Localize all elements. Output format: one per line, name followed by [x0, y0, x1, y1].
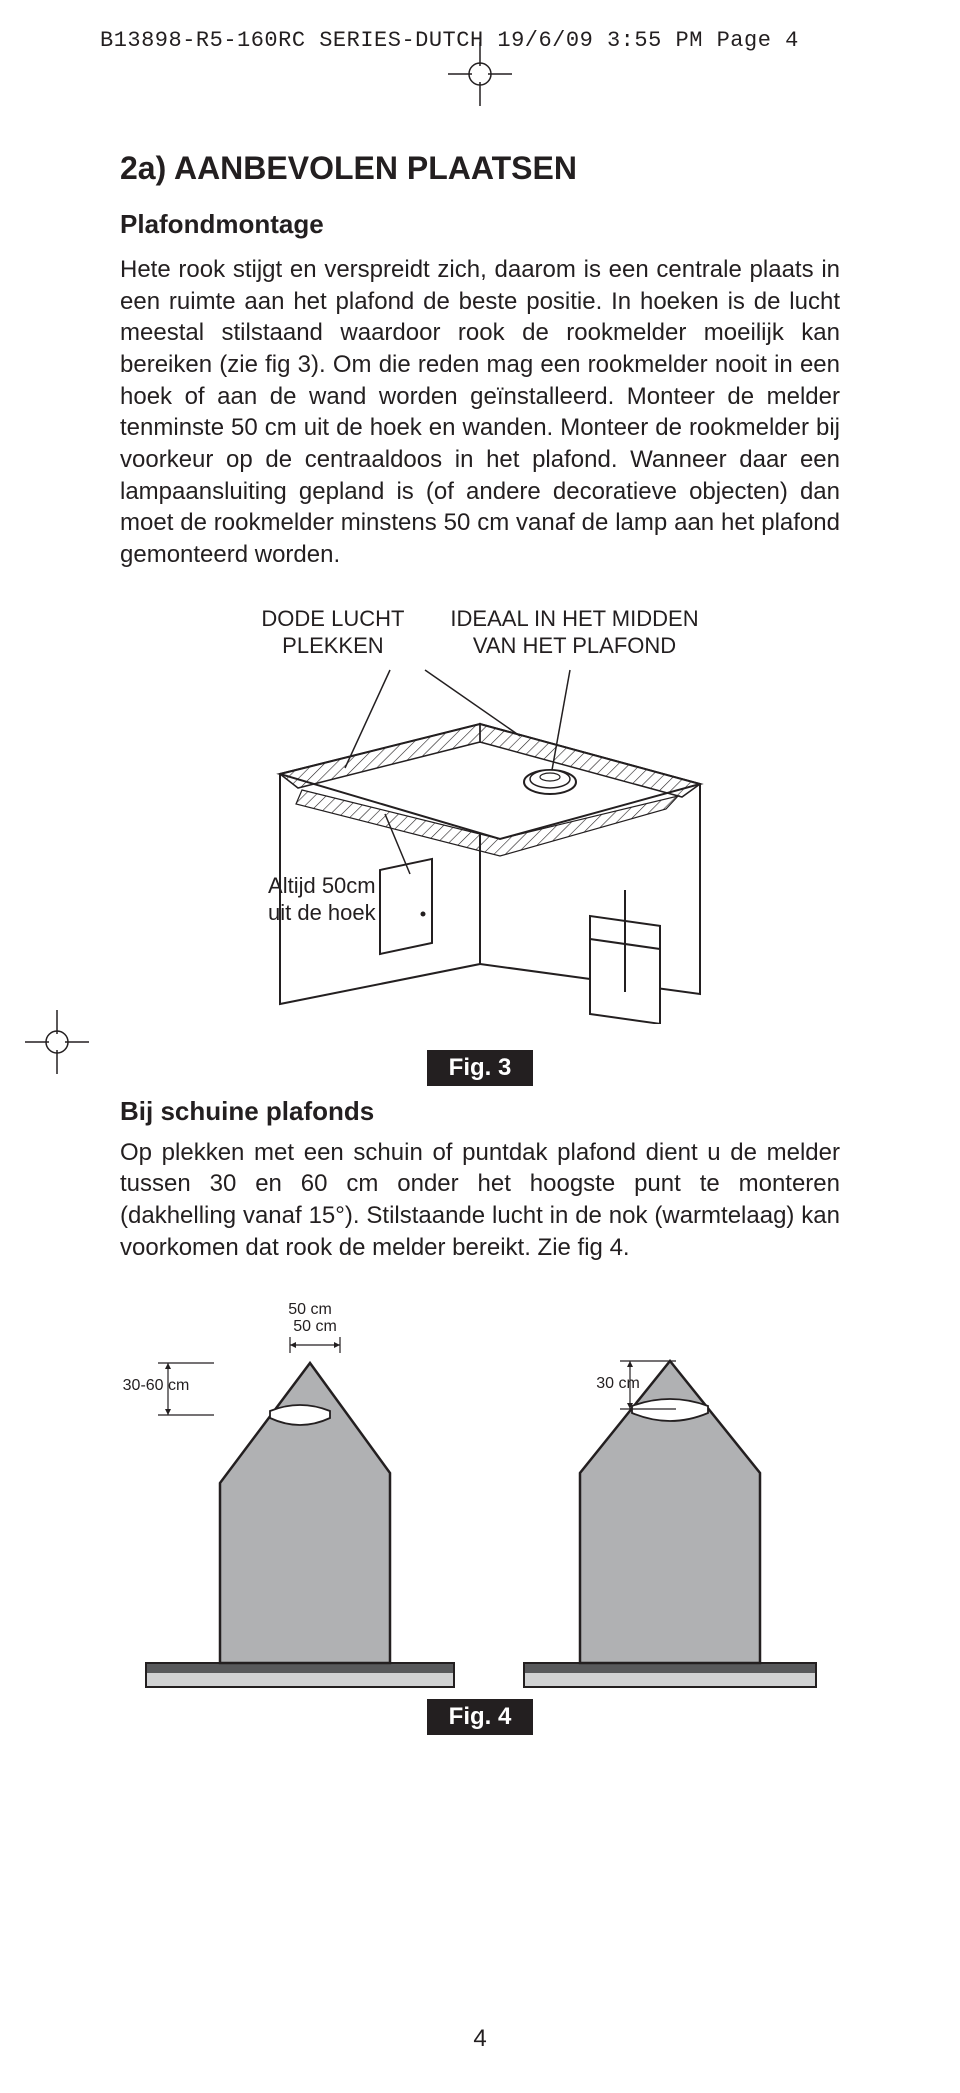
svg-text:50 cm: 50 cm	[293, 1318, 337, 1335]
section-subtitle: Plafondmontage	[120, 209, 840, 240]
fig3-label-50cm-l1: Altijd 50cm	[268, 873, 376, 898]
page-content: 2a) AANBEVOLEN PLAATSEN Plafondmontage H…	[120, 150, 840, 1745]
fig4-dim-right: 30 cm	[588, 1375, 648, 1393]
fig3-label-dead-air-l2: PLEKKEN	[282, 633, 384, 658]
paragraph-1: Hete rook stijgt en verspreidt zich, daa…	[120, 254, 840, 571]
fig3-diagram: Altijd 50cm uit de hoek	[120, 664, 840, 1024]
subtitle-sloped: Bij schuine plafonds	[120, 1096, 840, 1127]
print-header: B13898-R5-160RC SERIES-DUTCH 19/6/09 3:5…	[100, 28, 799, 53]
fig4-dim-top: 50 cm	[270, 1301, 350, 1319]
fig3-label-ideal-l1: IDEAAL IN HET MIDDEN	[450, 606, 698, 631]
fig4-diagram: 50 cm	[120, 1303, 840, 1693]
fig3-label-ideal-l2: VAN HET PLAFOND	[473, 633, 676, 658]
fig3-tag: Fig. 3	[427, 1050, 534, 1086]
fig4-dim-left: 30-60 cm	[116, 1377, 196, 1395]
fig3-label-dead-air-l1: DODE LUCHT	[261, 606, 404, 631]
fig3-label-50cm-l2: uit de hoek	[268, 900, 376, 925]
fig3-top-labels: DODE LUCHT PLEKKEN IDEAAL IN HET MIDDEN …	[120, 605, 840, 660]
crop-mark-left	[25, 1010, 89, 1074]
paragraph-2: Op plekken met een schuin of puntdak pla…	[120, 1137, 840, 1264]
fig4-tag: Fig. 4	[427, 1699, 534, 1735]
section-title: 2a) AANBEVOLEN PLAATSEN	[120, 150, 840, 187]
page-number: 4	[0, 2025, 960, 2053]
